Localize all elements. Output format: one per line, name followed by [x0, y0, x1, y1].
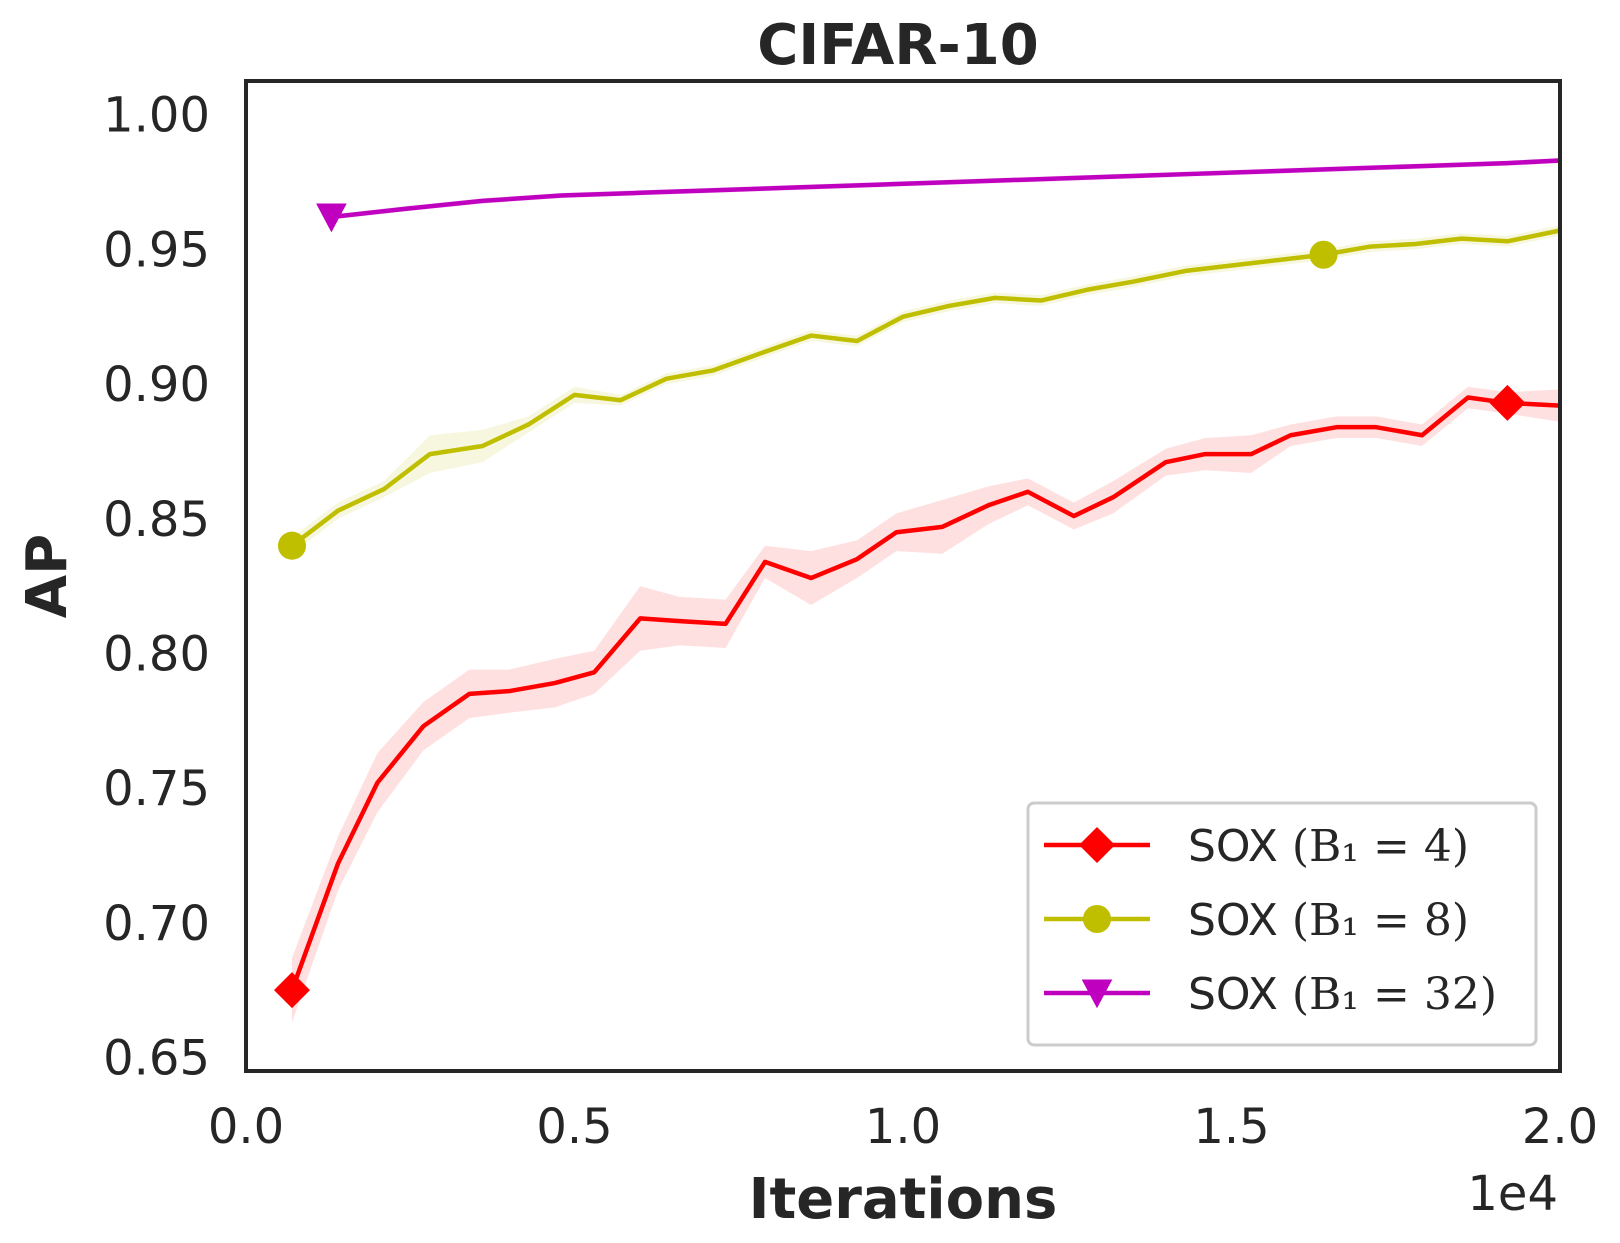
x-tick-label: 1.5 — [1193, 1099, 1269, 1155]
y-tick-labels: 0.65 0.70 0.75 0.80 0.85 0.90 0.95 1.00 — [103, 88, 210, 1087]
chart-title: CIFAR-10 — [757, 13, 1038, 78]
x-tick-label: 0.0 — [208, 1099, 284, 1155]
data-point-marker — [1079, 827, 1115, 863]
legend-label: SOX (B₁ = 32) — [1188, 969, 1497, 1020]
data-point-marker — [1309, 240, 1338, 269]
legend-label: SOX (B₁ = 8) — [1188, 895, 1469, 946]
data-point-marker — [1082, 904, 1112, 934]
series-markers — [273, 203, 1526, 1009]
series-line — [289, 395, 1561, 991]
x-axis-label: Iterations — [749, 1167, 1058, 1232]
legend: SOX (B₁ = 4) SOX (B₁ = 8) SOX (B₁ = 32) — [1026, 801, 1538, 1047]
data-point-marker — [277, 531, 307, 560]
x-tick-label: 1.0 — [865, 1099, 941, 1155]
data-point-marker — [316, 203, 347, 233]
y-tick-label: 0.80 — [103, 626, 210, 682]
y-tick-label: 0.85 — [103, 492, 210, 548]
y-tick-label: 0.95 — [103, 222, 210, 278]
series-line — [290, 228, 1561, 548]
series-band — [291, 225, 1560, 554]
data-point-marker — [1489, 384, 1526, 421]
series-band — [291, 386, 1560, 1023]
x-offset-label: 1e4 — [1467, 1166, 1558, 1222]
x-tick-label: 2.0 — [1522, 1099, 1598, 1155]
x-tick-labels: 0.0 0.5 1.0 1.5 2.0 — [208, 1099, 1598, 1155]
legend-label: SOX (B₁ = 4) — [1188, 821, 1469, 872]
y-tick-label: 1.00 — [103, 88, 210, 144]
series-line — [331, 158, 1561, 220]
plot-frame — [244, 79, 1562, 1073]
y-tick-label: 0.75 — [103, 761, 210, 817]
legend-box — [1026, 801, 1538, 1047]
y-axis-label: AP — [15, 534, 80, 618]
data-point-marker — [1081, 979, 1113, 1009]
y-tick-label: 0.70 — [103, 896, 210, 952]
y-tick-label: 0.90 — [103, 357, 210, 413]
data-point-marker — [273, 972, 310, 1009]
series-lines — [289, 158, 1561, 991]
y-tick-label: 0.65 — [103, 1031, 210, 1087]
x-tick-label: 0.5 — [536, 1099, 612, 1155]
